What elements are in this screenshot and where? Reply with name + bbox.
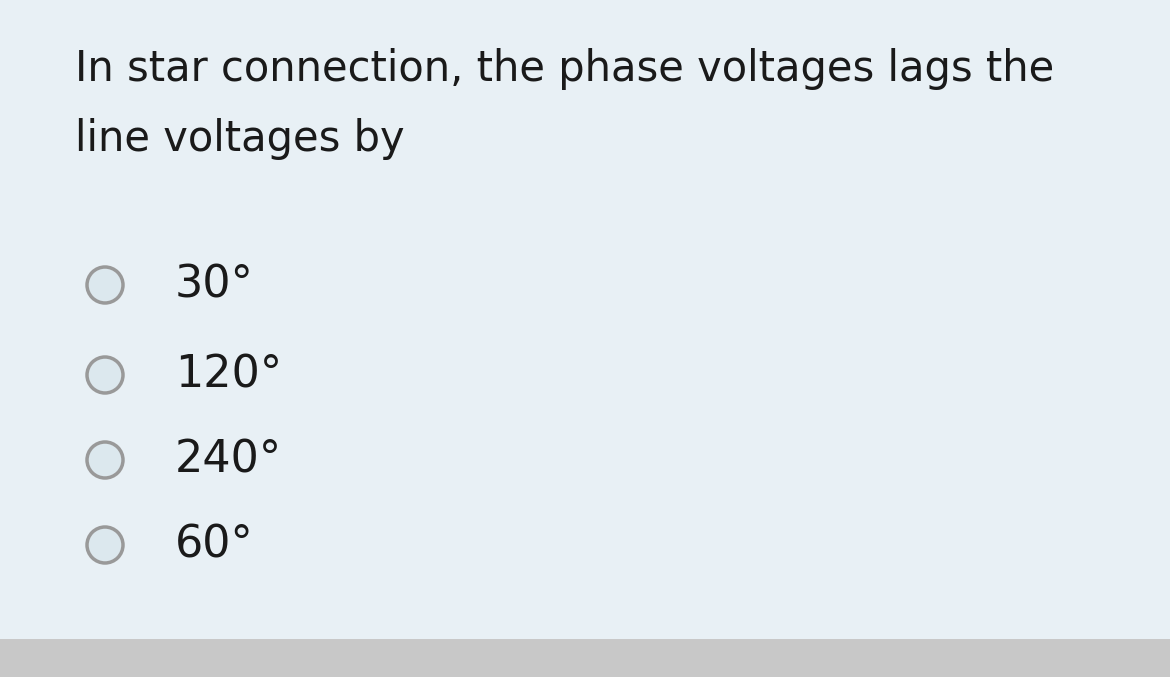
Text: 240°: 240°	[176, 439, 282, 481]
Text: 120°: 120°	[176, 353, 282, 397]
Circle shape	[87, 267, 123, 303]
Text: In star connection, the phase voltages lags the: In star connection, the phase voltages l…	[75, 48, 1054, 90]
Text: 60°: 60°	[176, 523, 254, 567]
Circle shape	[87, 442, 123, 478]
Text: 30°: 30°	[176, 263, 254, 307]
Text: line voltages by: line voltages by	[75, 118, 405, 160]
Bar	[0, 639, 1170, 677]
Circle shape	[87, 357, 123, 393]
Circle shape	[87, 527, 123, 563]
